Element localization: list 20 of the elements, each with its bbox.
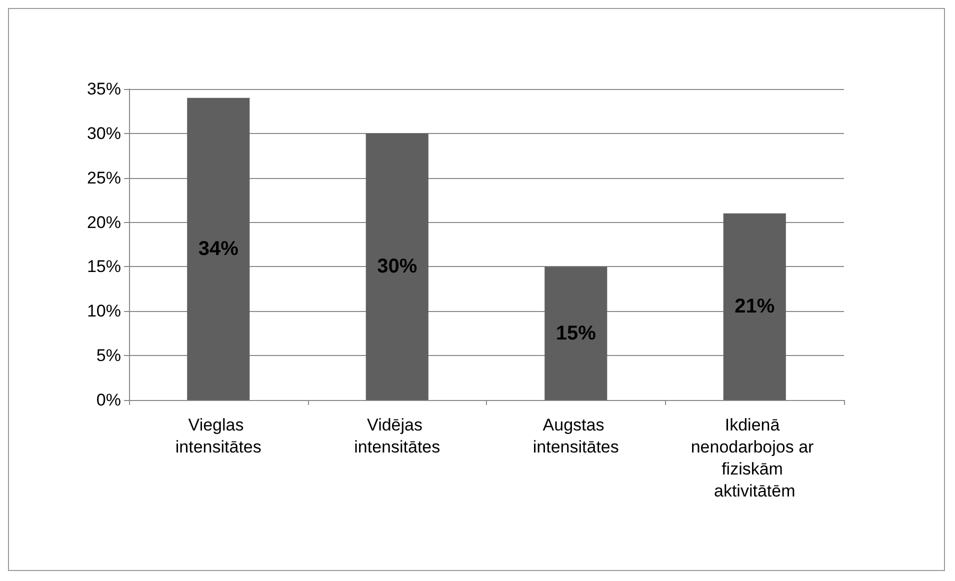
x-tick-label: Augstas intensitātes [532,416,619,456]
y-tick-label: 5% [96,346,121,366]
data-label: 15% [556,322,596,344]
bar [187,98,250,400]
y-tick-label: 20% [86,212,121,232]
y-tick-label: 35% [86,80,121,98]
y-tick-label: 30% [86,124,121,143]
data-label: 30% [377,256,418,278]
bar [723,213,786,400]
y-tick-label: 10% [86,302,121,321]
y-tick-label: 15% [86,257,121,276]
x-tick-label: Vidējas intensitātes [354,416,440,456]
bar [366,133,428,400]
x-tick-label: Vieglas intensitātes [175,416,262,456]
bar [544,266,608,400]
x-tick-label: Ikdienā nenodarbojos ar fiziskām aktivitātēm [690,416,818,500]
y-tick-label: 25% [86,168,121,188]
data-label: 34% [198,238,239,260]
y-tick-label: 0% [96,390,121,410]
data-label: 21% [734,296,775,318]
